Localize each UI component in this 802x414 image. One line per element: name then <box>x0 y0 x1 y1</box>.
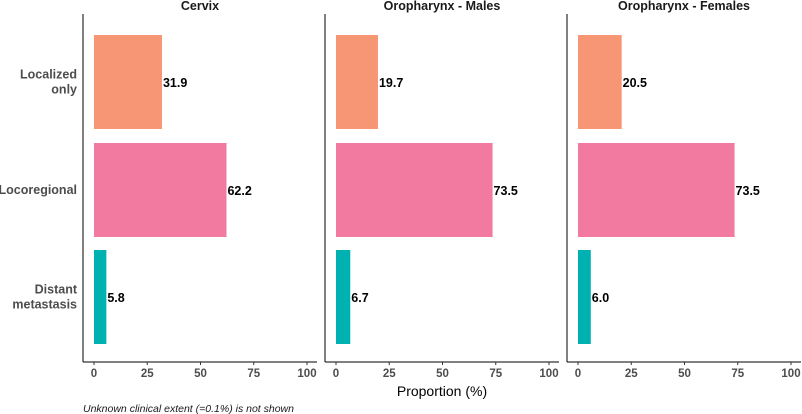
x-tick-label: 75 <box>731 368 744 380</box>
category-label: Localized only <box>20 68 77 97</box>
x-tick-label: 50 <box>678 368 691 380</box>
data-label: 73.5 <box>494 184 518 198</box>
facet-title: Oropharynx - Males <box>384 0 501 13</box>
x-tick-label: 100 <box>539 368 558 380</box>
category-label: Locoregional <box>0 183 77 197</box>
bar <box>578 35 622 129</box>
data-label: 6.7 <box>351 291 368 305</box>
x-tick-label: 25 <box>383 368 396 380</box>
category-label-line: Localized <box>20 68 77 82</box>
bar <box>578 143 735 237</box>
bar <box>336 143 493 237</box>
facet-panel: Oropharynx - Males 19.7 73.5 6.7 0 25 50 75 100 <box>324 0 559 380</box>
bar <box>336 250 351 344</box>
x-tick-label: 25 <box>625 368 638 380</box>
bar <box>578 250 591 344</box>
category-label-line: metastasis <box>12 298 77 312</box>
x-tick-label: 50 <box>194 368 207 380</box>
x-tick-label: 25 <box>141 368 154 380</box>
data-label: 6.0 <box>592 291 609 305</box>
x-tick-label: 0 <box>91 368 97 380</box>
data-label: 5.8 <box>107 291 124 305</box>
x-tick-label: 75 <box>489 368 502 380</box>
x-tick-label: 100 <box>297 368 316 380</box>
facet-panel: Cervix 31.9 62.2 5.8 0 25 50 75 100 <box>82 0 317 380</box>
data-label: 20.5 <box>623 76 647 90</box>
data-label: 73.5 <box>736 184 760 198</box>
data-label: 19.7 <box>379 76 403 90</box>
category-labels: Localized only Locoregional Distant metastas… <box>0 68 78 312</box>
bar <box>94 35 162 129</box>
category-label: Distant metastasis <box>12 283 77 312</box>
facet-panel: Oropharynx - Females 20.5 73.5 6.0 0 25 50 75 10… <box>566 0 801 380</box>
bar <box>336 35 378 129</box>
data-label: 62.2 <box>227 184 251 198</box>
x-tick-label: 50 <box>436 368 449 380</box>
category-label-line: Locoregional <box>0 183 77 197</box>
x-tick-label: 100 <box>781 368 800 380</box>
x-tick-label: 75 <box>247 368 260 380</box>
x-axis-title: Proportion (%) <box>397 383 487 399</box>
bar <box>94 250 107 344</box>
x-tick-label: 0 <box>333 368 339 380</box>
facet-title: Oropharynx - Females <box>618 0 750 13</box>
category-label-line: only <box>51 83 77 97</box>
x-tick-label: 0 <box>575 368 581 380</box>
chart-caption: Unknown clinical extent (=0.1%) is not s… <box>83 403 294 414</box>
facet-title: Cervix <box>181 0 219 13</box>
bar <box>94 143 227 237</box>
data-label: 31.9 <box>163 76 187 90</box>
category-label-line: Distant <box>35 283 78 297</box>
